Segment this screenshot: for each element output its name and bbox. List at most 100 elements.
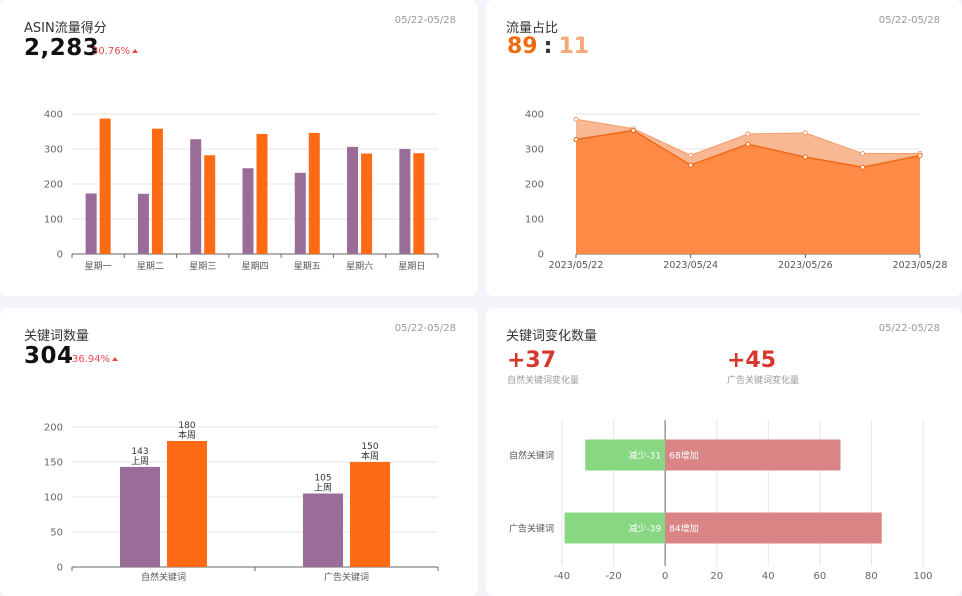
point-lower bbox=[630, 127, 636, 133]
x-tick-label: 40 bbox=[762, 571, 775, 582]
bar-purple bbox=[85, 193, 97, 254]
traffic-area-chart: 0 100 200 300 400 2023/05/22 2023/05/24 2023/05… bbox=[525, 110, 947, 272]
bar-decrease bbox=[564, 512, 666, 544]
x-tick-label: 星期日 bbox=[398, 261, 425, 272]
x-tick-label: 100 bbox=[913, 571, 932, 582]
point-lower bbox=[688, 162, 694, 168]
keyword-count-card: 关键词数量 05/22-05/28 304 36.94% 0 50 100 150 20… bbox=[0, 308, 478, 596]
y-tick-label: 150 bbox=[44, 458, 63, 469]
x-tick-label: 2023/05/26 bbox=[778, 260, 833, 271]
bar-orange bbox=[256, 133, 268, 254]
bar-purple bbox=[294, 172, 306, 254]
y-tick-label: 100 bbox=[44, 215, 63, 226]
x-tick-label: 星期五 bbox=[294, 261, 321, 272]
y-tick-label: 100 bbox=[525, 215, 544, 226]
bar-orange bbox=[151, 128, 163, 254]
y-tick-label: 0 bbox=[57, 250, 63, 261]
up-arrow-icon bbox=[112, 357, 119, 361]
x-tick-label: 60 bbox=[813, 571, 826, 582]
y-category-label: 自然关键词 bbox=[509, 450, 554, 462]
y-tick-label: 50 bbox=[50, 528, 63, 539]
date-range: 05/22-05/28 bbox=[394, 323, 456, 334]
x-tick-label: 80 bbox=[865, 571, 878, 582]
increase-label: 68增加 bbox=[669, 450, 698, 462]
x-tick-label: 2023/05/24 bbox=[663, 260, 718, 271]
y-tick-label: 200 bbox=[525, 180, 544, 191]
series-label: 上周 bbox=[131, 456, 149, 467]
point-lower bbox=[802, 154, 808, 160]
data-label: 150 bbox=[361, 442, 378, 452]
series-label: 本周 bbox=[178, 429, 196, 441]
kpi-change: 30.76% bbox=[92, 46, 139, 57]
bar-this-week bbox=[167, 441, 207, 567]
natural-keyword-delta: +37 bbox=[507, 348, 557, 373]
decrease-label: 减少-39 bbox=[628, 523, 661, 535]
x-tick-label: 星期二 bbox=[137, 261, 164, 272]
x-tick-label: 自然关键词 bbox=[141, 571, 186, 583]
bar-this-week bbox=[350, 462, 390, 567]
y-tick-label: 300 bbox=[44, 145, 63, 156]
up-arrow-icon bbox=[132, 49, 139, 53]
y-tick-label: 100 bbox=[44, 493, 63, 504]
area-series-lower bbox=[576, 130, 920, 254]
bar-decrease bbox=[585, 439, 666, 471]
x-tick-label: -40 bbox=[554, 571, 570, 582]
bar-last-week bbox=[303, 493, 343, 567]
asin-bar-chart: 0 100 200 300 400 星期一 星期二 星期三 星期四 星期五 星期六 星期日 bbox=[44, 110, 439, 272]
x-tick-label: 星期六 bbox=[346, 260, 373, 272]
bar-increase bbox=[665, 439, 841, 471]
y-tick-label: 0 bbox=[538, 250, 544, 261]
y-tick-label: 400 bbox=[44, 110, 63, 121]
data-label: 143 bbox=[131, 447, 148, 457]
x-tick-label: 20 bbox=[710, 571, 723, 582]
point-lower bbox=[917, 153, 923, 159]
date-range: 05/22-05/28 bbox=[394, 15, 456, 26]
date-range: 05/22-05/28 bbox=[878, 323, 940, 334]
bar-increase bbox=[665, 512, 882, 544]
bar-orange bbox=[413, 153, 425, 254]
bar-last-week bbox=[120, 466, 160, 567]
bar-orange bbox=[99, 118, 111, 254]
point-lower bbox=[573, 137, 579, 143]
card-title: 流量占比 bbox=[506, 21, 559, 36]
y-tick-label: 400 bbox=[525, 110, 544, 121]
x-tick-label: 2023/05/22 bbox=[549, 260, 604, 271]
point-upper bbox=[688, 152, 694, 158]
bar-purple bbox=[399, 149, 411, 254]
ad-keyword-delta-label: 广告关键词变化量 bbox=[727, 376, 800, 386]
card-title: ASIN流量得分 bbox=[24, 21, 107, 36]
traffic-share-card: 流量占比 05/22-05/28 89:11 0 100 200 300 400 2023… bbox=[486, 0, 962, 296]
point-upper bbox=[745, 131, 751, 137]
y-tick-label: 200 bbox=[44, 180, 63, 191]
kpi-value: 2,283 bbox=[24, 35, 100, 61]
point-lower bbox=[860, 164, 866, 170]
x-tick-label: -20 bbox=[605, 571, 621, 582]
series-label: 上周 bbox=[314, 483, 332, 494]
point-lower bbox=[745, 141, 751, 147]
ratio-separator: : bbox=[543, 34, 553, 59]
bar-purple bbox=[190, 139, 202, 254]
x-tick-label: 广告关键词 bbox=[324, 571, 369, 583]
keyword-count-bar-chart: 050100150200143上周180本周自然关键词105上周150本周广告关… bbox=[44, 421, 439, 583]
date-range: 05/22-05/28 bbox=[878, 15, 940, 26]
series-label: 本周 bbox=[361, 450, 379, 462]
ad-keyword-delta: +45 bbox=[727, 348, 777, 373]
ratio-right: 11 bbox=[558, 34, 590, 59]
keyword-change-card: 关键词变化数量 05/22-05/28 +37 自然关键词变化量 +45 广告关… bbox=[486, 308, 962, 596]
ratio-left: 89 bbox=[507, 34, 538, 59]
data-label: 105 bbox=[314, 474, 331, 484]
point-upper bbox=[573, 116, 579, 122]
increase-label: 84增加 bbox=[669, 523, 698, 535]
traffic-ratio: 89:11 bbox=[507, 34, 589, 59]
bar-purple bbox=[242, 168, 254, 254]
y-tick-label: 200 bbox=[44, 423, 63, 434]
decrease-label: 减少-31 bbox=[628, 450, 661, 462]
asin-score-card: ASIN流量得分 05/22-05/28 2,283 30.76% 0 100 20… bbox=[0, 0, 478, 296]
x-tick-label: 星期三 bbox=[189, 261, 216, 272]
bar-purple bbox=[137, 193, 149, 254]
bar-orange bbox=[308, 132, 320, 254]
natural-keyword-delta-label: 自然关键词变化量 bbox=[507, 376, 580, 386]
card-title: 关键词数量 bbox=[24, 329, 90, 344]
x-tick-label: 0 bbox=[662, 571, 668, 582]
